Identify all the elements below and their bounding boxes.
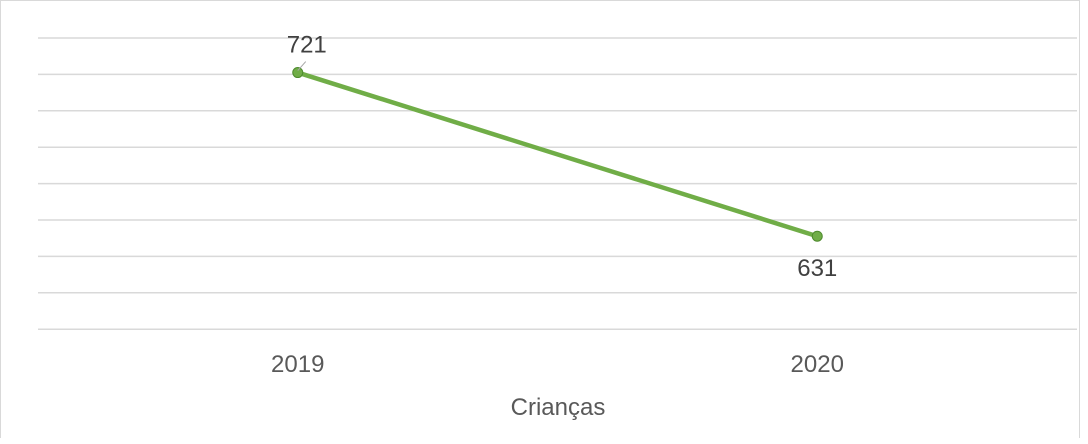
data-point (811, 230, 823, 242)
chart-frame: 721 631 2019 2020 Crianças (0, 0, 1080, 438)
line-chart: 721 631 2019 2020 Crianças (38, 32, 1077, 421)
x-axis-ticks: 2019 2020 (271, 351, 844, 378)
series-layer (292, 67, 823, 242)
gridlines (38, 37, 1077, 330)
data-labels: 721 631 (287, 32, 838, 283)
x-tick-label: 2019 (271, 351, 324, 378)
x-axis-title: Crianças (511, 394, 606, 421)
series-line (295, 70, 820, 239)
x-tick-label: 2020 (791, 351, 844, 378)
leader-line (297, 61, 307, 71)
data-point (292, 67, 304, 79)
data-label: 721 (287, 32, 327, 59)
data-label: 631 (797, 255, 837, 282)
